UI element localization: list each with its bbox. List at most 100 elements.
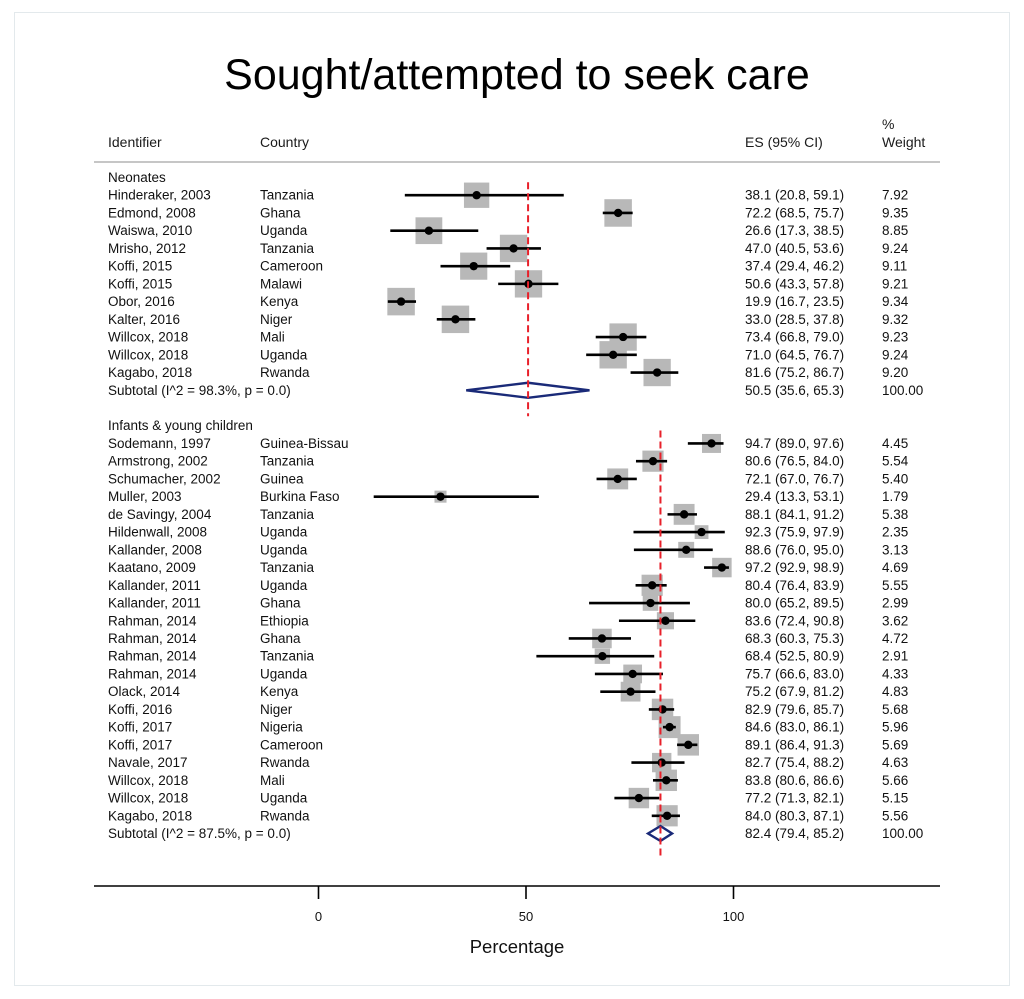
point-estimate (697, 527, 706, 537)
study-es-ci: 92.3 (75.9, 97.9) (745, 525, 844, 540)
point-estimate (665, 722, 674, 732)
study-identifier: Kallander, 2011 (108, 578, 201, 593)
point-estimate (509, 244, 518, 253)
point-estimate (613, 474, 622, 484)
group-label: Infants & young children (108, 418, 253, 433)
header-weight: Weight (882, 134, 925, 150)
study-country: Rwanda (260, 365, 310, 380)
study-country: Uganda (260, 791, 308, 806)
study-country: Ghana (260, 205, 301, 220)
study-es-ci: 83.8 (80.6, 86.6) (745, 773, 844, 788)
study-identifier: Rahman, 2014 (108, 613, 197, 628)
x-tick-label: 50 (519, 909, 533, 924)
point-estimate (662, 776, 671, 785)
study-country: Uganda (260, 525, 308, 540)
study-es-ci: 89.1 (86.4, 91.3) (745, 737, 844, 752)
chart-title: Sought/attempted to seek care (224, 51, 810, 99)
study-identifier: Rahman, 2014 (108, 631, 197, 646)
study-identifier: Willcox, 2018 (108, 791, 188, 806)
point-estimate (626, 687, 635, 696)
study-weight: 5.56 (882, 808, 908, 823)
study-weight: 9.20 (882, 365, 908, 380)
study-country: Tanzania (260, 241, 315, 256)
study-country: Kenya (260, 684, 299, 699)
study-identifier: Hinderaker, 2003 (108, 188, 211, 203)
study-weight: 5.54 (882, 454, 909, 469)
study-weight: 7.92 (882, 188, 908, 203)
study-weight: 4.83 (882, 684, 908, 699)
point-estimate (634, 793, 644, 803)
figure-frame (14, 12, 1010, 986)
study-identifier: Rahman, 2014 (108, 649, 197, 664)
study-es-ci: 33.0 (28.5, 37.8) (745, 312, 844, 327)
study-identifier: Muller, 2003 (108, 489, 182, 504)
x-axis-label: Percentage (470, 936, 565, 957)
study-weight: 5.69 (882, 737, 908, 752)
point-estimate (472, 191, 481, 200)
study-country: Mali (260, 330, 285, 345)
study-es-ci: 97.2 (92.9, 98.9) (745, 560, 844, 575)
study-weight: 9.24 (882, 241, 909, 256)
study-identifier: Mrisho, 2012 (108, 241, 186, 256)
study-country: Mali (260, 773, 285, 788)
study-country: Tanzania (260, 507, 315, 522)
study-es-ci: 47.0 (40.5, 53.6) (745, 241, 844, 256)
study-weight: 9.32 (882, 312, 908, 327)
study-es-ci: 88.6 (76.0, 95.0) (745, 542, 844, 557)
study-es-ci: 84.6 (83.0, 86.1) (745, 720, 844, 735)
study-country: Nigeria (260, 720, 303, 735)
header-country: Country (260, 134, 309, 150)
study-weight: 1.79 (882, 489, 908, 504)
point-estimate (679, 510, 689, 519)
study-identifier: Hildenwall, 2008 (108, 525, 207, 540)
study-es-ci: 75.2 (67.9, 81.2) (745, 684, 844, 699)
study-identifier: Willcox, 2018 (108, 773, 188, 788)
point-estimate (613, 208, 623, 218)
study-es-ci: 50.6 (43.3, 57.8) (745, 276, 844, 291)
study-identifier: Obor, 2016 (108, 294, 175, 309)
study-weight: 5.66 (882, 773, 908, 788)
group-label: Neonates (108, 170, 166, 185)
study-identifier: Navale, 2017 (108, 755, 188, 770)
study-weight: 2.35 (882, 525, 908, 540)
study-country: Cameroon (260, 259, 323, 274)
x-tick-label: 100 (723, 909, 745, 924)
study-country: Ghana (260, 596, 301, 611)
study-weight: 2.91 (882, 649, 908, 664)
study-weight: 3.13 (882, 542, 908, 557)
study-weight: 3.62 (882, 613, 908, 628)
study-es-ci: 71.0 (64.5, 76.7) (745, 347, 844, 362)
study-country: Guinea-Bissau (260, 436, 349, 451)
header-weight-pct: % (882, 116, 894, 132)
study-weight: 5.68 (882, 702, 908, 717)
study-country: Kenya (260, 294, 299, 309)
study-es-ci: 68.3 (60.3, 75.3) (745, 631, 844, 646)
study-identifier: Kallander, 2008 (108, 542, 202, 557)
study-country: Uganda (260, 542, 308, 557)
study-identifier: Kalter, 2016 (108, 312, 180, 327)
study-es-ci: 75.7 (66.6, 83.0) (745, 666, 844, 681)
study-identifier: Kallander, 2011 (108, 596, 201, 611)
study-country: Rwanda (260, 755, 310, 770)
study-es-ci: 81.6 (75.2, 86.7) (745, 365, 844, 380)
point-estimate (436, 492, 445, 501)
point-estimate (707, 439, 716, 448)
study-weight: 9.21 (882, 276, 908, 291)
point-estimate (598, 652, 607, 661)
study-country: Ethiopia (260, 613, 309, 628)
study-country: Tanzania (260, 560, 315, 575)
study-weight: 5.15 (882, 791, 908, 806)
study-country: Tanzania (260, 649, 315, 664)
x-tick-label: 0 (315, 909, 322, 924)
study-country: Uganda (260, 666, 308, 681)
study-weight: 5.40 (882, 471, 908, 486)
study-weight: 5.38 (882, 507, 908, 522)
study-weight: 4.45 (882, 436, 908, 451)
study-weight: 9.34 (882, 294, 909, 309)
pooled-diamond (645, 824, 675, 843)
point-estimate (597, 634, 607, 643)
study-country: Uganda (260, 223, 308, 238)
study-es-ci: 29.4 (13.3, 53.1) (745, 489, 844, 504)
study-country: Niger (260, 702, 293, 717)
study-es-ci: 94.7 (89.0, 97.6) (745, 436, 844, 451)
